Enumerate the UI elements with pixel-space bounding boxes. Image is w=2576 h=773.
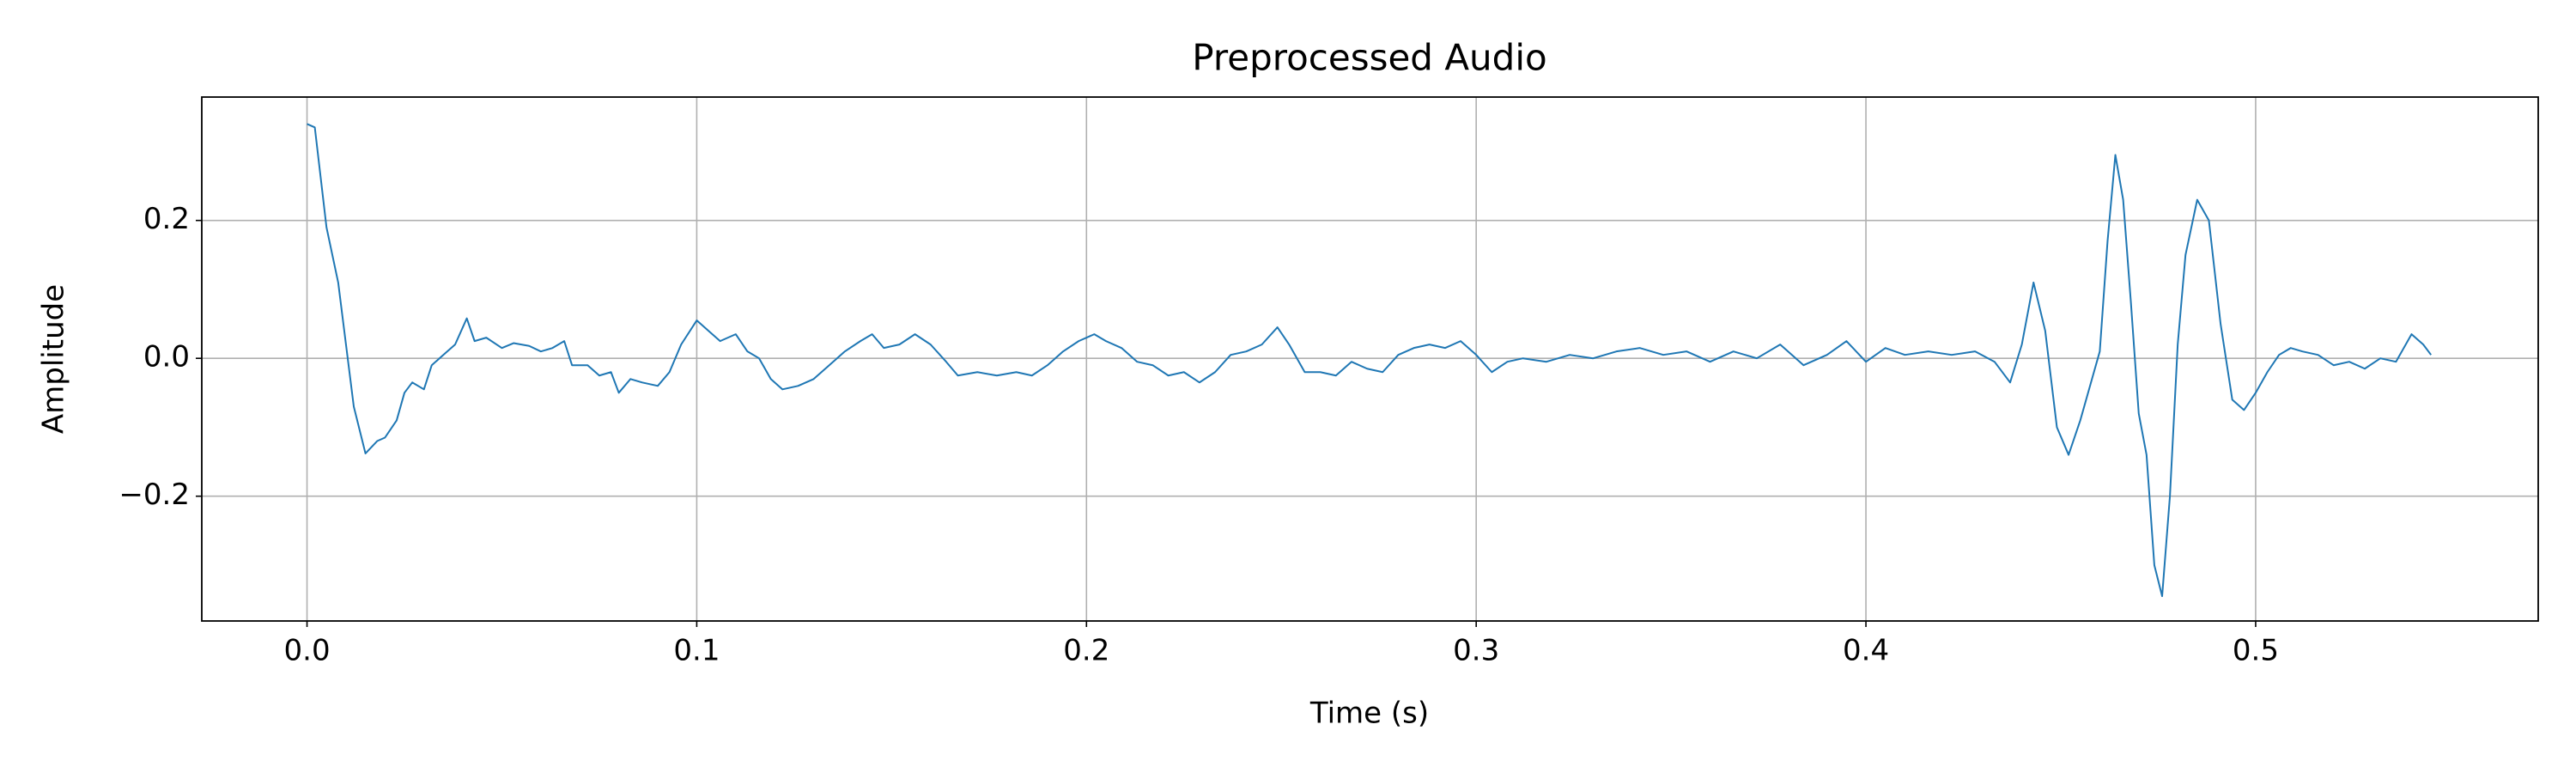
x-axis-label: Time (s)	[1309, 697, 1429, 731]
chart-title: Preprocessed Audio	[1192, 37, 1546, 79]
x-tick-label: 0.1	[673, 634, 720, 668]
x-tick-label: 0.4	[1843, 634, 1889, 668]
x-tick-label: 0.3	[1453, 634, 1499, 668]
y-tick-label: 0.2	[143, 202, 190, 236]
plot-frame	[201, 96, 2539, 622]
y-tick-label: −0.2	[118, 478, 190, 512]
y-axis-label: Amplitude	[37, 284, 71, 434]
y-tick-label: 0.0	[143, 340, 190, 374]
x-tick-label: 0.2	[1063, 634, 1109, 668]
x-tick-label: 0.0	[284, 634, 331, 668]
waveform-line	[307, 123, 2432, 598]
x-tick-label: 0.5	[2233, 634, 2279, 668]
